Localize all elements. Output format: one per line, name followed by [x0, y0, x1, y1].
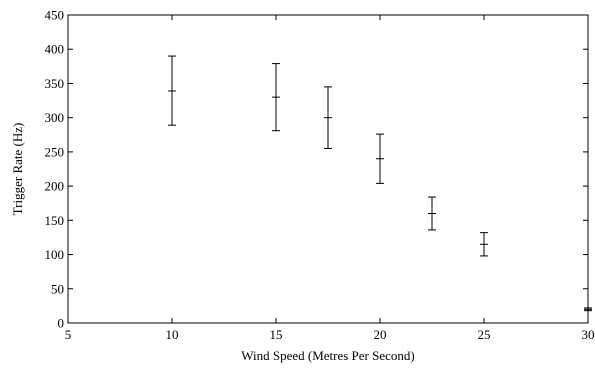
x-tick-label: 5 [65, 327, 72, 342]
error-bar-point [272, 63, 280, 132]
y-tick-label: 300 [45, 110, 65, 125]
error-bar-point [428, 196, 436, 231]
error-bar-point [324, 86, 332, 149]
x-ticks: 5 10 15 20 25 30 [65, 15, 595, 342]
y-tick-label: 50 [51, 281, 64, 296]
y-tick-label: 250 [45, 144, 65, 159]
x-tick-label: 30 [582, 327, 595, 342]
error-bar-point [168, 55, 176, 126]
plot-frame [67, 14, 589, 324]
error-bar-point [480, 232, 488, 257]
x-tick-label: 15 [270, 327, 283, 342]
x-axis-label: Wind Speed (Metres Per Second) [241, 348, 415, 363]
data-points [168, 55, 592, 312]
y-tick-label: 200 [45, 179, 65, 194]
y-tick-label: 400 [45, 42, 65, 57]
y-tick-label: 0 [58, 316, 65, 331]
error-bar-point [376, 133, 384, 184]
y-ticks: 0 50 100 150 200 250 300 350 400 450 [45, 8, 588, 331]
error-bar-point [584, 307, 592, 312]
x-tick-label: 25 [478, 327, 491, 342]
y-axis-label: Trigger Rate (Hz) [10, 123, 25, 216]
y-tick-label: 450 [45, 8, 65, 23]
x-tick-label: 10 [166, 327, 179, 342]
y-tick-label: 350 [45, 76, 65, 91]
y-tick-label: 150 [45, 213, 65, 228]
y-tick-label: 100 [45, 247, 65, 262]
x-tick-label: 20 [374, 327, 387, 342]
